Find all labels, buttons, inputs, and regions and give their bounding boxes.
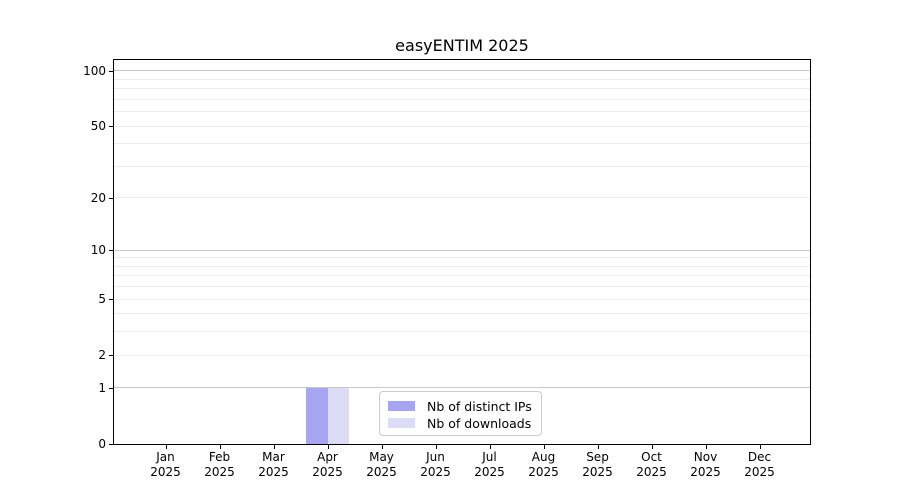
gridline-minor xyxy=(114,165,810,167)
x-tick xyxy=(165,445,167,449)
gridline-minor xyxy=(114,78,810,80)
x-tick-label: Sep 2025 xyxy=(582,450,613,479)
gridline-major xyxy=(114,249,810,251)
x-tick-label: Dec 2025 xyxy=(744,450,775,479)
y-tick-label: 5 xyxy=(98,292,106,307)
gridline-minor xyxy=(114,331,810,333)
x-tick xyxy=(273,445,275,449)
gridline-minor xyxy=(114,298,810,300)
y-tick xyxy=(109,197,113,199)
bar-nb-of-distinct-ips-apr xyxy=(306,387,328,444)
x-tick xyxy=(597,445,599,449)
legend-label-downloads: Nb of downloads xyxy=(427,415,532,431)
y-tick-label: 10 xyxy=(90,243,106,258)
legend-item-distinct-ips: Nb of distinct IPs xyxy=(388,398,533,414)
plot-area xyxy=(113,59,811,445)
x-tick-label: Aug 2025 xyxy=(528,450,559,479)
gridline-minor xyxy=(114,275,810,277)
y-tick xyxy=(109,70,113,72)
gridline-major xyxy=(114,70,810,72)
gridline-minor xyxy=(114,265,810,267)
x-tick-label: Jun 2025 xyxy=(420,450,451,479)
x-tick-label: Jul 2025 xyxy=(474,450,505,479)
legend-item-downloads: Nb of downloads xyxy=(388,415,533,431)
legend-swatch-downloads xyxy=(388,418,415,428)
gridline-minor xyxy=(114,143,810,145)
y-tick xyxy=(109,444,113,445)
x-tick xyxy=(435,445,437,449)
legend-swatch-distinct-ips xyxy=(388,401,415,411)
x-tick-label: Jan 2025 xyxy=(150,450,181,479)
x-tick xyxy=(327,445,329,449)
x-tick xyxy=(219,445,221,449)
x-tick-label: Nov 2025 xyxy=(690,450,721,479)
gridline-major xyxy=(114,387,810,389)
y-tick xyxy=(109,355,113,357)
x-tick-label: Apr 2025 xyxy=(312,450,343,479)
gridline-minor xyxy=(114,98,810,100)
y-tick xyxy=(109,299,113,301)
gridline-minor xyxy=(114,313,810,315)
y-tick xyxy=(109,126,113,128)
gridline-minor xyxy=(114,88,810,90)
x-tick-label: Mar 2025 xyxy=(258,450,289,479)
gridline-minor xyxy=(114,111,810,113)
chart-title: easyENTIM 2025 xyxy=(395,36,529,55)
x-tick xyxy=(381,445,383,449)
gridline-minor xyxy=(114,354,810,356)
legend: Nb of distinct IPs Nb of downloads xyxy=(379,391,542,436)
y-tick-label: 2 xyxy=(98,348,106,363)
x-tick xyxy=(489,445,491,449)
bar-nb-of-downloads-apr xyxy=(327,387,349,444)
x-tick xyxy=(651,445,653,449)
gridline-minor xyxy=(114,257,810,259)
x-tick-label: Feb 2025 xyxy=(204,450,235,479)
gridline-minor xyxy=(114,125,810,127)
gridline-minor xyxy=(114,286,810,288)
y-tick-label: 20 xyxy=(90,190,106,205)
x-tick xyxy=(705,445,707,449)
x-tick xyxy=(543,445,545,449)
x-tick-label: Oct 2025 xyxy=(636,450,667,479)
x-tick-label: May 2025 xyxy=(366,450,397,479)
gridline-minor xyxy=(114,197,810,199)
y-tick-label: 50 xyxy=(90,119,106,134)
y-tick-label: 1 xyxy=(98,380,106,395)
y-tick-label: 100 xyxy=(83,63,106,78)
y-tick-label: 0 xyxy=(98,437,106,451)
legend-label-distinct-ips: Nb of distinct IPs xyxy=(427,398,532,414)
x-tick xyxy=(759,445,761,449)
y-tick xyxy=(109,387,113,389)
y-tick xyxy=(109,250,113,252)
